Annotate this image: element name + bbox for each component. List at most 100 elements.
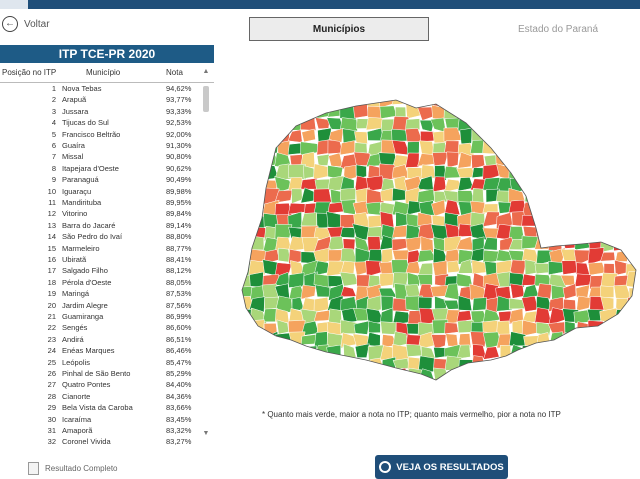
municipality-region[interactable] — [405, 284, 420, 297]
municipality-region[interactable] — [522, 105, 538, 121]
municipality-region[interactable] — [614, 201, 631, 214]
municipality-region[interactable] — [525, 153, 538, 166]
municipality-region[interactable] — [509, 129, 525, 144]
municipality-region[interactable] — [548, 154, 565, 165]
municipality-region[interactable] — [626, 369, 640, 382]
municipality-region[interactable] — [431, 335, 446, 350]
municipality-region[interactable] — [301, 213, 317, 227]
municipality-region[interactable] — [406, 104, 420, 119]
municipality-region[interactable] — [613, 93, 630, 109]
municipality-region[interactable] — [587, 225, 603, 241]
municipality-region[interactable] — [577, 296, 592, 311]
municipality-region[interactable] — [406, 237, 422, 252]
municipality-region[interactable] — [626, 200, 640, 214]
municipality-region[interactable] — [237, 335, 254, 347]
municipality-region[interactable] — [561, 140, 577, 158]
municipality-region[interactable] — [626, 154, 640, 167]
municipality-region[interactable] — [614, 285, 631, 299]
municipality-region[interactable] — [537, 332, 551, 347]
municipality-region[interactable] — [551, 179, 564, 191]
municipality-region[interactable] — [524, 142, 538, 153]
municipality-region[interactable] — [587, 335, 603, 349]
municipality-region[interactable] — [292, 189, 303, 204]
municipality-region[interactable] — [535, 164, 550, 181]
municipality-region[interactable] — [564, 236, 576, 249]
municipality-region[interactable] — [588, 144, 606, 155]
municipality-region[interactable] — [408, 380, 421, 382]
municipality-region[interactable] — [421, 165, 436, 179]
municipality-region[interactable] — [511, 107, 525, 120]
municipality-region[interactable] — [548, 128, 565, 144]
municipality-region[interactable] — [301, 285, 316, 299]
municipality-region[interactable] — [588, 248, 604, 265]
municipality-region[interactable] — [563, 226, 578, 240]
municipality-region[interactable] — [589, 166, 605, 179]
municipality-region[interactable] — [265, 357, 277, 372]
municipality-region[interactable] — [615, 116, 630, 129]
municipality-region[interactable] — [446, 334, 458, 347]
municipality-region[interactable] — [600, 104, 616, 119]
municipality-region[interactable] — [470, 106, 488, 117]
municipality-region[interactable] — [485, 94, 502, 108]
municipality-region[interactable] — [355, 370, 370, 382]
municipality-region[interactable] — [314, 356, 329, 371]
municipality-region[interactable] — [275, 116, 293, 131]
municipality-region[interactable] — [236, 128, 251, 144]
municipality-region[interactable] — [435, 381, 447, 382]
municipality-region[interactable] — [314, 371, 331, 382]
municipality-region[interactable] — [536, 190, 550, 206]
municipality-region[interactable] — [304, 380, 318, 382]
municipality-region[interactable] — [289, 273, 305, 288]
municipality-region[interactable] — [603, 333, 618, 347]
municipality-region[interactable] — [615, 214, 628, 225]
municipality-region[interactable] — [562, 261, 577, 275]
municipality-region[interactable] — [562, 369, 579, 382]
municipality-region[interactable] — [237, 381, 254, 382]
municipality-region[interactable] — [615, 188, 630, 202]
municipality-region[interactable] — [276, 105, 290, 119]
municipality-region[interactable] — [239, 321, 251, 337]
municipality-region[interactable] — [626, 297, 640, 309]
municipality-region[interactable] — [575, 344, 591, 360]
municipality-region[interactable] — [431, 92, 448, 107]
municipality-region[interactable] — [301, 356, 317, 373]
municipality-region[interactable] — [613, 357, 630, 371]
scroll-down-icon[interactable]: ▼ — [200, 430, 212, 440]
municipality-region[interactable] — [459, 360, 474, 370]
municipality-region[interactable] — [236, 236, 252, 251]
municipality-region[interactable] — [303, 346, 317, 358]
municipality-region[interactable] — [263, 107, 278, 118]
municipality-region[interactable] — [628, 357, 640, 372]
municipality-region[interactable] — [549, 332, 563, 349]
municipality-region[interactable] — [536, 140, 549, 155]
municipality-region[interactable] — [626, 237, 640, 251]
municipality-region[interactable] — [604, 154, 618, 169]
municipality-region[interactable] — [548, 118, 565, 133]
municipality-region[interactable] — [329, 309, 342, 324]
municipality-region[interactable] — [588, 177, 605, 191]
municipality-region[interactable] — [264, 116, 280, 131]
municipality-region[interactable] — [250, 93, 266, 108]
scroll-up-icon[interactable]: ▲ — [200, 68, 212, 78]
municipality-region[interactable] — [419, 92, 435, 105]
municipality-region[interactable] — [522, 129, 536, 144]
municipality-region[interactable] — [301, 369, 319, 382]
municipality-region[interactable] — [445, 382, 460, 383]
municipality-region[interactable] — [538, 131, 551, 144]
municipality-region[interactable] — [497, 368, 511, 382]
municipality-region[interactable] — [574, 164, 592, 178]
municipality-region[interactable] — [600, 213, 616, 228]
municipality-region[interactable] — [250, 359, 267, 372]
scroll-thumb[interactable] — [203, 86, 209, 112]
municipality-region[interactable] — [589, 345, 605, 358]
municipality-region[interactable] — [588, 356, 604, 372]
column-header-municipality[interactable]: Município — [86, 68, 120, 77]
municipality-region[interactable] — [366, 370, 384, 382]
municipality-region[interactable] — [236, 359, 251, 373]
